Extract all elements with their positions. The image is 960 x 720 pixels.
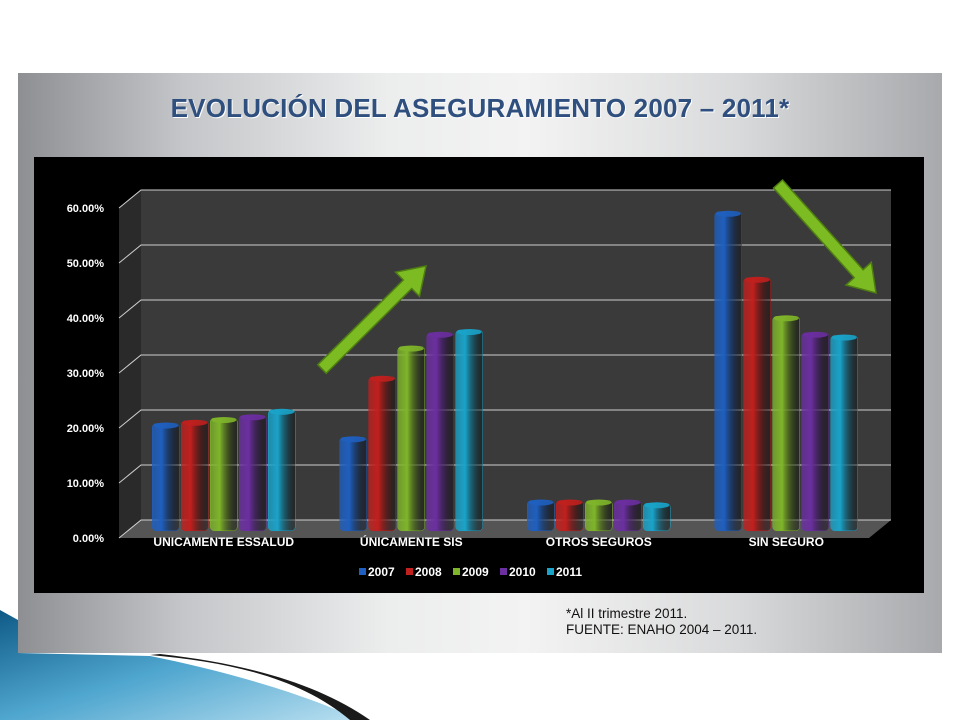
legend-swatch [406,568,413,575]
bar-top [456,329,482,336]
bar-top [340,436,366,443]
bar-top [557,499,583,506]
bar-top [831,334,857,341]
y-tick-label: 0.00% [73,533,104,545]
legend-swatch [500,568,507,575]
y-tick-label: 50.00% [67,258,105,270]
trend-arrow-up [316,265,427,375]
bar-top [427,331,453,338]
bar-top [182,419,208,426]
legend-label: 2007 [368,565,395,579]
bar-top [369,375,395,382]
bar-chart: 0.00% 10.00% 20.00% 30.00% 40.00% 50.00% 60.00… [67,178,891,579]
gridline [118,299,891,319]
bar-2008 [181,420,209,532]
bar-top [269,408,295,415]
bar-top [586,499,612,506]
legend-swatch [547,568,554,575]
gridline [118,244,891,264]
x-axis-labels: UNICAMENTE ESSALUD ÚNICAMENTE SIS OTROS SE… [153,534,824,549]
footnote-block: *Al II trimestre 2011. FUENTE: ENAHO 200… [566,606,926,638]
bar-top [773,315,799,322]
legend-label: 2009 [462,565,489,579]
floor [119,520,891,538]
bar-2011 [268,409,296,532]
bar-2010 [426,332,454,532]
category-label: OTROS SEGUROS [546,535,652,549]
legend-swatch [359,568,366,575]
trend-arrows [316,178,877,375]
bar-2008 [368,376,396,532]
bar-2011 [830,335,858,532]
bar-2010 [801,332,829,532]
legend: 2007 2008 2009 2010 2011 [359,565,582,579]
chart-container: 0.00% 10.00% 20.00% 30.00% 40.00% 50.00% 60.00… [34,157,924,593]
bar-top [153,422,179,429]
y-tick-label: 10.00% [67,478,105,490]
gridline [118,409,891,429]
y-tick-label: 30.00% [67,368,105,380]
bar-top [240,414,266,421]
source-text: FUENTE: ENAHO 2004 – 2011. [566,622,758,637]
bars [152,210,858,532]
decorative-swoosh [0,610,370,720]
category-label: UNICAMENTE ESSALUD [153,535,294,549]
slide-title: EVOLUCIÓN DEL ASEGURAMIENTO 2007 – 2011* [170,93,790,123]
gridline [118,189,891,209]
gridlines [118,189,891,539]
gridline [118,354,891,374]
bar-2009 [397,346,425,532]
category-label: SIN SEGURO [749,535,824,549]
bar-2009 [210,417,238,532]
bar-2007 [152,423,180,532]
bar-2010 [239,415,267,532]
trend-arrow-down [772,178,877,295]
bar-top [715,210,741,217]
legend-swatch [453,568,460,575]
bar-2011 [455,329,483,532]
legend-label: 2010 [509,565,536,579]
y-tick-label: 60.00% [67,203,105,215]
bar-2007 [714,211,742,532]
bar-2009 [772,316,800,532]
y-axis-ticks: 0.00% 10.00% 20.00% 30.00% 40.00% 50.00% 60.00… [67,203,105,545]
bar-top [802,331,828,338]
y-tick-label: 40.00% [67,313,105,325]
category-label: ÚNICAMENTE SIS [360,534,463,549]
footnote-text: *Al II trimestre 2011. [566,606,688,621]
bar-top [398,345,424,352]
bar-2008 [743,277,771,532]
bar-top [528,499,554,506]
legend-label: 2011 [556,565,582,579]
gridline [118,464,891,484]
bar-top [644,502,670,509]
bar-top [744,276,770,283]
bar-2007 [339,437,367,532]
bar-top [615,499,641,506]
y-tick-label: 20.00% [67,423,105,435]
legend-label: 2008 [415,565,442,579]
bar-top [211,417,237,424]
